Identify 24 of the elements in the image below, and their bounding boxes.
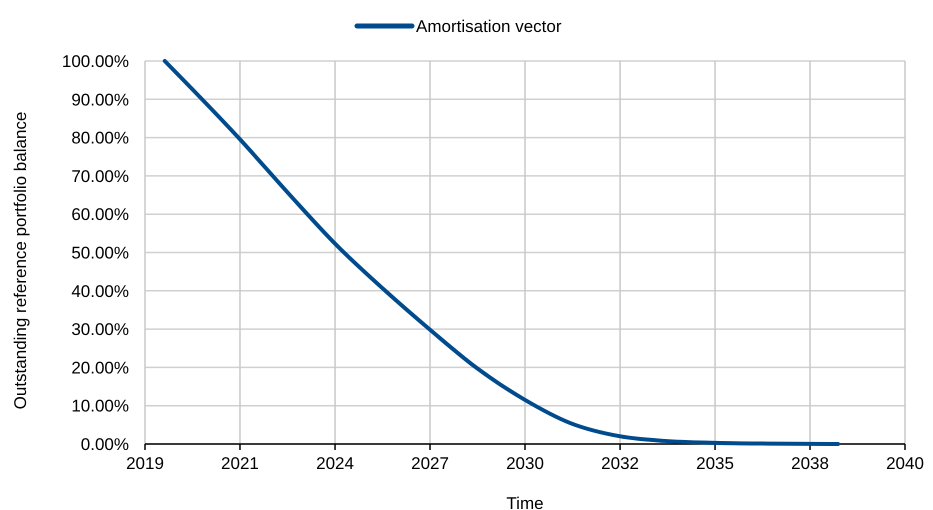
x-tick-label: 2038 [791,454,829,473]
legend-label: Amortisation vector [416,17,562,36]
y-axis-title: Outstanding reference portfolio balance [11,112,30,410]
y-tick-label: 100.00% [62,52,129,71]
x-tick-label: 2024 [316,454,354,473]
x-tick-label: 2032 [601,454,639,473]
y-tick-label: 0.00% [80,435,129,454]
x-tick-label: 2021 [221,454,259,473]
x-axis-title: Time [506,494,544,510]
x-tick-label: 2027 [411,454,449,473]
y-tick-label: 90.00% [71,90,129,110]
y-tick-label: 80.00% [71,128,129,148]
y-tick-label: 50.00% [71,244,129,262]
x-tick-label: 2019 [126,454,164,473]
x-tick-label: 2040 [886,454,924,473]
y-tick-label: 30.00% [71,320,129,340]
x-tick-label: 2030 [506,454,544,473]
x-tick-label: 2035 [696,454,734,473]
y-tick-label: 20.00% [71,358,129,378]
y-tick-label: 10.00% [71,396,129,416]
line-series [162,59,840,446]
y-tick-label: 70.00% [71,166,129,186]
y-tick-label: 60.00% [71,205,129,224]
y-tick-label: 40.00% [71,282,129,301]
